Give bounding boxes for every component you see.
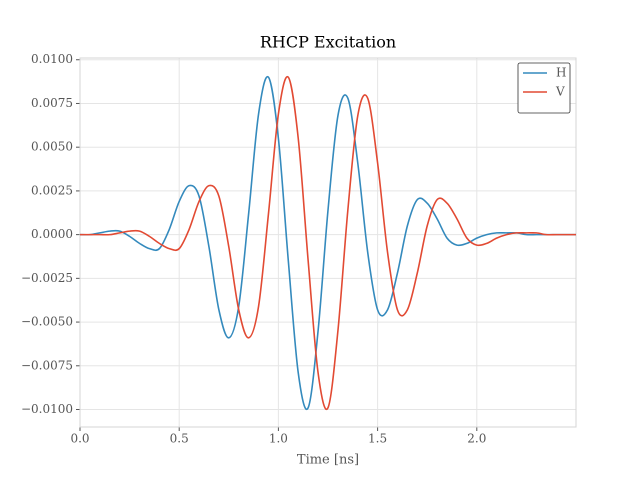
y-tick-label: 0.0100: [31, 52, 73, 66]
x-tick-label: 2.0: [467, 432, 486, 446]
plot-frame: [79, 57, 577, 428]
chart-title: RHCP Excitation: [260, 33, 396, 52]
y-tick-label: 0.0050: [31, 140, 73, 154]
line-series: [79, 75, 576, 411]
x-tick-label: 0.0: [70, 432, 89, 446]
line-series: [79, 75, 576, 411]
y-tick-label: −0.0100: [21, 402, 73, 416]
x-axis-label: Time [ns]: [297, 453, 359, 468]
legend-label: H: [556, 66, 566, 80]
y-tick-label: −0.0025: [21, 271, 73, 285]
legend-box: [517, 62, 571, 114]
legend: HV: [517, 62, 571, 114]
y-tick-label: 0.0025: [31, 183, 73, 197]
y-tick-label: −0.0075: [21, 358, 73, 372]
y-tick-label: 0.0000: [31, 227, 73, 241]
y-tick-label: 0.0075: [31, 96, 73, 110]
legend-label: V: [555, 85, 565, 99]
x-tick-label: 1.5: [368, 432, 387, 446]
y-tick-label: −0.0050: [21, 315, 73, 329]
x-tick-label: 1.0: [269, 432, 288, 446]
x-tick-label: 0.5: [170, 432, 189, 446]
